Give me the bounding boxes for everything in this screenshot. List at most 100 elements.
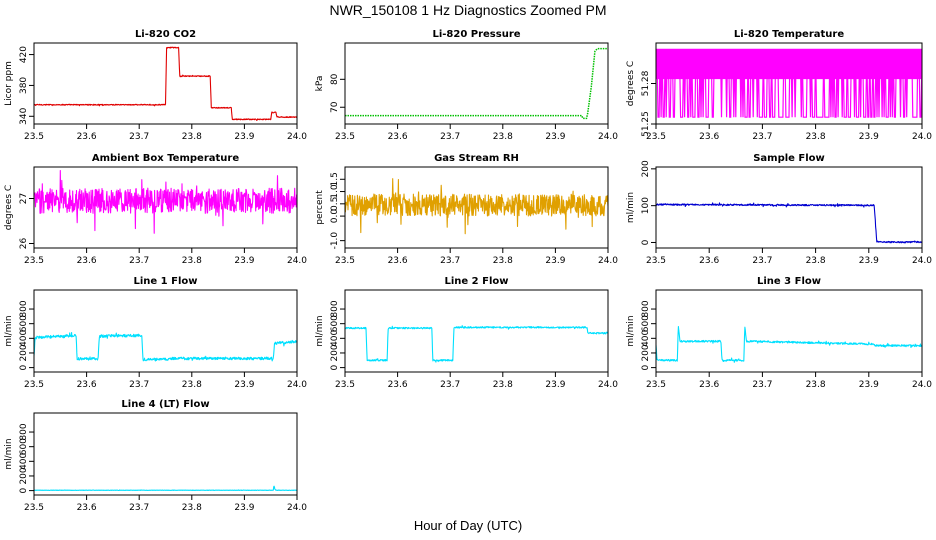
x-tick-label: 23.9	[234, 256, 254, 266]
series-line	[656, 325, 922, 363]
x-tick-label: 23.6	[388, 256, 408, 266]
y-axis-label: Licor ppm	[4, 61, 14, 106]
y-axis: 51.25 51.28	[641, 70, 656, 137]
panel-title: Gas Stream RH	[434, 153, 519, 164]
y-tick-label: 0	[19, 364, 29, 370]
x-axis: 23.5 23.6 23.7 23.8 23.9 24.0	[335, 372, 618, 390]
panel-data	[34, 169, 297, 234]
x-tick-label: 23.9	[545, 256, 565, 266]
x-tick-label: 23.5	[335, 132, 355, 142]
y-axis: 0 100 200	[641, 160, 656, 245]
x-axis: 23.5 23.6 23.7 23.8 23.9 24.0	[24, 495, 307, 513]
y-tick-label: 400	[19, 329, 29, 346]
panel-2: Li-820 Pressure 23.5 23.6 23.7 23.8 23.9 24.0 7…	[315, 29, 618, 142]
y-tick-label: 0.0	[330, 209, 340, 224]
x-tick-label: 24.0	[287, 132, 307, 142]
x-tick-label: 23.5	[24, 380, 44, 390]
y-tick-label: 200	[641, 160, 651, 177]
y-tick-label: 800	[641, 300, 651, 317]
x-tick-label: 24.0	[912, 132, 932, 142]
x-tick-label: 23.8	[806, 132, 826, 142]
y-axis-label: percent	[315, 190, 325, 225]
x-axis: 23.5 23.6 23.7 23.8 23.9 24.0	[24, 124, 307, 142]
x-tick-label: 24.0	[912, 380, 932, 390]
panel-data	[34, 332, 297, 362]
y-axis-label: ml/min	[4, 438, 14, 469]
x-tick-label: 23.9	[859, 256, 879, 266]
x-tick-label: 23.8	[493, 256, 513, 266]
panel-7: Line 1 Flow 23.5 23.6 23.7 23.8 23.9 24.0 0 2004…	[4, 276, 307, 390]
y-tick-label: 600	[330, 315, 340, 332]
panel-frame	[344, 42, 609, 125]
panel-title: Line 2 Flow	[445, 276, 509, 287]
x-tick-label: 23.6	[388, 132, 408, 142]
y-tick-label: 600	[641, 315, 651, 332]
x-tick-label: 23.8	[182, 380, 202, 390]
x-tick-label: 24.0	[287, 380, 307, 390]
x-tick-label: 23.6	[699, 380, 719, 390]
y-axis: 70 80	[330, 73, 345, 113]
panel-data	[34, 485, 297, 492]
y-tick-label: 1.5	[330, 172, 340, 186]
x-tick-label: 23.9	[545, 132, 565, 142]
y-tick-label: 80	[330, 73, 340, 85]
x-tick-label: 23.9	[234, 503, 254, 513]
y-tick-label: 340	[19, 107, 29, 124]
y-tick-label: 0	[641, 239, 651, 245]
panel-5: Gas Stream RH 23.5 23.6 23.7 23.8 23.9 24.0 -1.…	[315, 153, 618, 266]
y-axis-label: degrees C	[626, 61, 636, 106]
x-tick-label: 23.5	[646, 132, 666, 142]
panel-title: Sample Flow	[753, 153, 825, 164]
y-axis-label: degrees C	[4, 185, 14, 230]
x-tick-label: 23.8	[182, 256, 202, 266]
panel-frame	[344, 289, 609, 373]
panel-data	[34, 46, 297, 121]
x-tick-label: 23.7	[752, 256, 772, 266]
series-line	[34, 169, 297, 234]
x-tick-label: 23.9	[545, 380, 565, 390]
y-tick-label: 400	[641, 329, 651, 346]
x-tick-label: 23.5	[646, 380, 666, 390]
panel-title: Li-820 CO2	[135, 29, 196, 40]
panel-title: Line 1 Flow	[134, 276, 198, 287]
y-tick-label: 400	[19, 452, 29, 469]
series-line	[34, 332, 297, 362]
panel-8: Line 2 Flow 23.5 23.6 23.7 23.8 23.9 24.0 0 2004…	[315, 276, 618, 390]
y-tick-label: -1.0	[330, 232, 340, 250]
x-tick-label: 23.8	[182, 132, 202, 142]
panel-frame	[33, 412, 298, 496]
x-tick-label: 23.6	[699, 132, 719, 142]
x-tick-label: 23.7	[440, 380, 460, 390]
y-tick-label: 420	[19, 46, 29, 63]
series-line	[34, 46, 297, 121]
x-tick-label: 23.8	[806, 256, 826, 266]
series-line	[345, 178, 608, 235]
x-tick-label: 23.9	[859, 132, 879, 142]
x-tick-label: 23.7	[752, 380, 772, 390]
panel-frame	[344, 166, 609, 249]
panel-data	[345, 47, 608, 120]
x-tick-label: 23.5	[335, 256, 355, 266]
x-tick-label: 24.0	[598, 380, 618, 390]
x-tick-label: 24.0	[287, 256, 307, 266]
y-tick-label: 0	[19, 487, 29, 493]
y-tick-label: 400	[330, 329, 340, 346]
series-band	[656, 48, 922, 80]
panel-data	[656, 48, 922, 118]
y-tick-label: 51.28	[641, 70, 651, 96]
y-tick-label: 200	[641, 344, 651, 361]
series-line	[34, 485, 297, 492]
x-tick-label: 23.7	[129, 380, 149, 390]
y-axis-label: ml/min	[315, 315, 325, 346]
x-axis: 23.5 23.6 23.7 23.8 23.9 24.0	[646, 248, 932, 266]
x-tick-label: 23.8	[493, 380, 513, 390]
x-tick-label: 24.0	[912, 256, 932, 266]
x-tick-label: 23.8	[806, 380, 826, 390]
panel-3: Li-820 Temperature 23.5 23.6 23.7 23.8 23.9 24…	[626, 29, 932, 142]
x-axis: 23.5 23.6 23.7 23.8 23.9 24.0	[335, 124, 618, 142]
y-tick-label: 600	[19, 438, 29, 455]
x-tick-label: 23.5	[24, 132, 44, 142]
